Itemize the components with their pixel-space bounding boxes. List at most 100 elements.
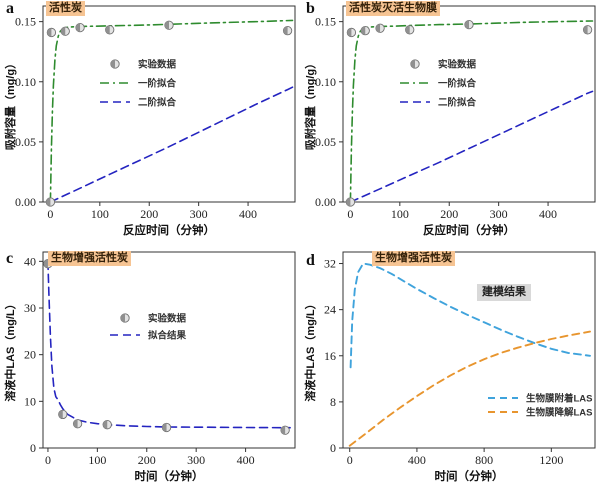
panel-letter-d: d: [306, 252, 315, 269]
panel-letter-a: a: [6, 0, 14, 17]
data-point-half-fill: [464, 20, 469, 29]
data-point-half-fill: [105, 25, 110, 35]
legend-label: 生物膜降解LAS: [526, 407, 593, 419]
y-tick-label: 0: [30, 441, 36, 455]
panel-c: c 生物增强活性炭 0 100 200 300 400 0 10 20 30 40 实验数据拟合结果…: [0, 246, 300, 493]
x-tick-label: 400: [539, 207, 557, 221]
panel-letter-c: c: [6, 250, 14, 267]
plot-a: 0 100 200 300 400 0.00 0.05 0.10 0.15 实验数据一阶拟合二阶拟…: [3, 5, 296, 237]
y-tick-label: 8: [330, 395, 336, 409]
model-result-tag: 建模结果: [477, 284, 531, 301]
plot-frame: [42, 251, 296, 449]
panel-title-tag-c: 生物增强活性炭: [48, 251, 131, 266]
panel-b: b 活性炭灭活生物膜 0 100 200 300 400 0.00 0.05 0.10 0.15…: [300, 0, 600, 246]
y-tick-label: 0.00: [15, 195, 36, 209]
y-tick-label: 24: [324, 303, 336, 317]
data-point-half-fill: [61, 27, 66, 36]
x-axis-label: 反应时间（分钟）: [423, 223, 515, 237]
x-tick-label: 200: [138, 453, 156, 467]
data-point-half-fill: [46, 197, 51, 207]
legend-label: 实验数据: [148, 313, 187, 325]
x-tick-label: 0: [347, 207, 353, 221]
fit-curve: [49, 19, 294, 203]
fit-curve: [349, 90, 594, 203]
data-point-half-fill: [375, 24, 381, 33]
y-tick-label: 10: [24, 394, 36, 408]
data-point-half-fill: [47, 28, 52, 37]
y-axis-label: 吸附容量（mg/g）: [3, 58, 17, 150]
x-axis-label: 时间（分钟）: [435, 469, 504, 483]
x-axis-label: 时间（分钟）: [135, 469, 204, 483]
legend-label: 实验数据: [138, 59, 177, 71]
fit-curve: [49, 86, 294, 203]
y-tick-label: 0.15: [315, 15, 336, 29]
panel-title-tag-a: 活性炭: [46, 1, 85, 16]
legend-label: 一阶拟合: [138, 78, 177, 90]
x-tick-label: 400: [239, 207, 257, 221]
data-point-half-fill: [347, 28, 352, 37]
y-tick-label: 20: [24, 348, 36, 362]
data-point-half-fill: [583, 25, 588, 35]
x-tick-label: 100: [88, 453, 106, 467]
data-point-half-fill: [410, 59, 415, 69]
x-axis-label: 反应时间（分钟）: [123, 223, 215, 237]
x-tick-label: 400: [408, 453, 426, 467]
y-tick-label: 32: [324, 257, 336, 271]
fit-curve: [349, 262, 591, 369]
x-tick-label: 0: [47, 207, 53, 221]
y-axis-label: 吸附容量（mg/g）: [303, 58, 317, 150]
data-point-half-fill: [120, 313, 125, 323]
data-point-half-fill: [73, 419, 78, 428]
x-tick-label: 200: [440, 207, 458, 221]
y-axis-label: 溶液中LAS（mg/L）: [303, 298, 317, 401]
fit-curve: [348, 330, 591, 447]
plot-frame: [342, 251, 596, 449]
legend-label: 二阶拟合: [138, 97, 177, 109]
y-tick-label: 0.15: [15, 15, 36, 29]
y-tick-label: 0.10: [315, 75, 336, 89]
data-point-half-fill: [164, 21, 169, 30]
legend-label: 二阶拟合: [438, 97, 477, 109]
plot-d: 0 400 800 1200 0 8 16 24 32 生物膜附着LAS 生物膜降解LAS 时间（分钟…: [303, 251, 596, 483]
panel-title-tag-b: 活性炭灭活生物膜: [346, 1, 440, 16]
fit-curve: [47, 260, 291, 429]
data-point-half-fill: [346, 197, 351, 207]
legend-label: 拟合结果: [148, 330, 187, 342]
y-tick-label: 0.05: [315, 135, 336, 149]
x-tick-label: 300: [490, 207, 508, 221]
data-point-half-fill: [110, 59, 115, 69]
x-tick-label: 400: [237, 453, 255, 467]
y-tick-label: 0: [330, 441, 336, 455]
data-point-half-fill: [405, 25, 410, 35]
plot-frame: [342, 5, 596, 203]
panel-title-tag-d: 生物增强活性炭: [372, 251, 455, 266]
y-axis-label: 溶液中LAS（mg/L）: [3, 298, 17, 401]
data-point-half-fill: [361, 26, 366, 35]
x-tick-label: 0: [347, 453, 353, 467]
x-tick-label: 300: [187, 453, 205, 467]
x-tick-label: 0: [45, 453, 51, 467]
data-point-half-fill: [162, 423, 167, 432]
y-tick-label: 0.10: [15, 75, 36, 89]
y-tick-label: 0.05: [15, 135, 36, 149]
x-tick-label: 200: [140, 207, 158, 221]
legend-label: 一阶拟合: [438, 78, 477, 90]
plot-frame: [42, 5, 296, 203]
data-point-half-fill: [103, 420, 108, 429]
data-point-half-fill: [58, 410, 63, 419]
plot-b: 0 100 200 300 400 0.00 0.05 0.10 0.15 实验数据一阶拟合二阶拟…: [303, 5, 596, 237]
x-tick-label: 100: [391, 207, 409, 221]
panel-a: a 活性炭 0 100 200 300 400 0.00 0.05 0.10 0.15 实验数据一…: [0, 0, 300, 246]
y-tick-label: 0.00: [315, 195, 336, 209]
legend-label: 生物膜附着LAS: [526, 393, 593, 405]
data-point-half-fill: [280, 426, 286, 435]
data-point-half-fill: [283, 26, 288, 35]
x-tick-label: 1200: [539, 453, 563, 467]
y-tick-label: 30: [24, 301, 36, 315]
y-tick-label: 40: [24, 254, 36, 268]
data-point-half-fill: [43, 259, 48, 268]
x-tick-label: 800: [475, 453, 493, 467]
x-tick-label: 300: [190, 207, 208, 221]
